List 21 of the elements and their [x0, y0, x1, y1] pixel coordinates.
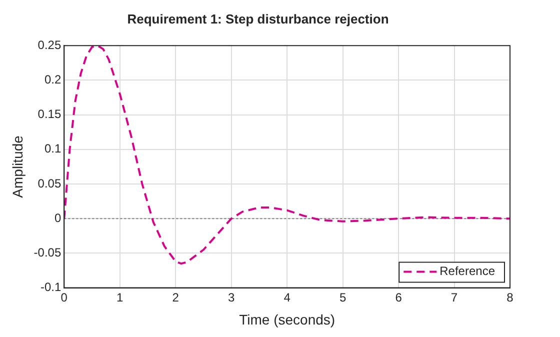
- x-tick-label: 1: [116, 290, 124, 304]
- y-axis-title: Amplitude: [9, 135, 26, 198]
- y-tick-label: -0.05: [34, 246, 62, 260]
- line-series: [64, 46, 510, 265]
- x-tick-label: 8: [506, 290, 514, 304]
- x-tick-label: 5: [339, 290, 346, 304]
- x-tick-label: 2: [172, 290, 180, 304]
- x-axis-title: Time (seconds): [239, 311, 336, 328]
- y-tick-label: 0.1: [44, 142, 62, 156]
- x-tick-label: 3: [228, 290, 235, 304]
- x-tick-label: 6: [395, 290, 402, 304]
- y-tick-label: 0: [54, 210, 62, 225]
- chart-title: Requirement 1: Step disturbance rejection: [127, 11, 389, 26]
- y-tick-label: -0.1: [40, 280, 62, 294]
- x-tick-label: 7: [450, 290, 458, 304]
- x-tick-label: 4: [284, 290, 291, 304]
- y-tick-label: 0.2: [44, 72, 62, 87]
- y-tick-label: 0.25: [38, 38, 62, 52]
- y-tick-label: 0.15: [38, 107, 62, 122]
- legend-label: Reference: [440, 264, 496, 278]
- y-tick-label: 0.05: [38, 176, 62, 190]
